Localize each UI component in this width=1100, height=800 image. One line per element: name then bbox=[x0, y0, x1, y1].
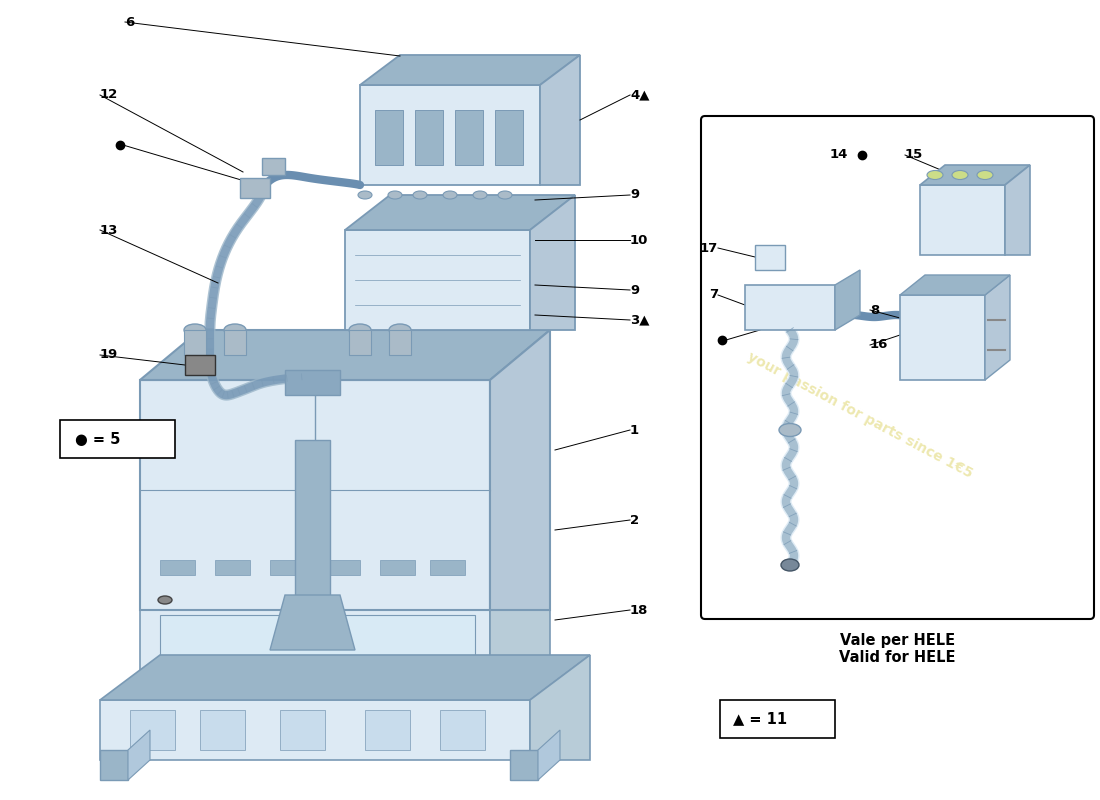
Polygon shape bbox=[379, 560, 415, 575]
Polygon shape bbox=[540, 55, 580, 185]
Polygon shape bbox=[100, 750, 128, 780]
Polygon shape bbox=[262, 158, 285, 175]
Polygon shape bbox=[160, 560, 195, 575]
Ellipse shape bbox=[952, 170, 968, 179]
Text: 12: 12 bbox=[100, 89, 119, 102]
Text: 18: 18 bbox=[630, 603, 648, 617]
Polygon shape bbox=[365, 710, 410, 750]
Text: 3▲: 3▲ bbox=[630, 314, 649, 326]
Text: 14: 14 bbox=[829, 149, 848, 162]
Polygon shape bbox=[280, 710, 324, 750]
Ellipse shape bbox=[388, 191, 401, 199]
Polygon shape bbox=[360, 55, 580, 85]
Polygon shape bbox=[140, 330, 550, 380]
Polygon shape bbox=[224, 330, 246, 355]
Ellipse shape bbox=[927, 170, 943, 179]
Ellipse shape bbox=[184, 324, 206, 336]
Text: 19: 19 bbox=[100, 349, 119, 362]
Text: 8: 8 bbox=[870, 303, 879, 317]
Ellipse shape bbox=[389, 324, 411, 336]
Polygon shape bbox=[1005, 165, 1030, 255]
Polygon shape bbox=[455, 110, 483, 165]
Polygon shape bbox=[430, 560, 465, 575]
Ellipse shape bbox=[349, 324, 371, 336]
Polygon shape bbox=[538, 730, 560, 780]
Bar bbox=[720, 700, 835, 738]
Polygon shape bbox=[100, 700, 530, 760]
Polygon shape bbox=[745, 285, 835, 330]
Polygon shape bbox=[285, 370, 340, 395]
Ellipse shape bbox=[781, 559, 799, 571]
Text: 13: 13 bbox=[100, 223, 119, 237]
Ellipse shape bbox=[158, 596, 172, 604]
Polygon shape bbox=[160, 615, 475, 695]
Polygon shape bbox=[360, 85, 540, 185]
Text: 9: 9 bbox=[630, 283, 639, 297]
Polygon shape bbox=[755, 245, 785, 270]
Text: ▲ = 11: ▲ = 11 bbox=[733, 711, 788, 726]
Ellipse shape bbox=[977, 170, 993, 179]
Text: 4▲: 4▲ bbox=[630, 89, 649, 102]
Polygon shape bbox=[984, 275, 1010, 380]
Text: your passion for parts since 1€5: your passion for parts since 1€5 bbox=[745, 350, 975, 481]
Ellipse shape bbox=[224, 324, 246, 336]
Polygon shape bbox=[530, 195, 575, 330]
Polygon shape bbox=[415, 110, 443, 165]
Ellipse shape bbox=[412, 191, 427, 199]
Polygon shape bbox=[140, 610, 490, 700]
Polygon shape bbox=[240, 178, 270, 198]
Polygon shape bbox=[345, 230, 530, 330]
Polygon shape bbox=[184, 330, 206, 355]
Text: 1: 1 bbox=[630, 423, 639, 437]
Text: 6: 6 bbox=[125, 15, 134, 29]
Text: your passion for parts since 1€5: your passion for parts since 1€5 bbox=[202, 411, 477, 569]
Text: 15: 15 bbox=[905, 149, 923, 162]
FancyBboxPatch shape bbox=[701, 116, 1094, 619]
Text: 10: 10 bbox=[630, 234, 648, 246]
Polygon shape bbox=[389, 330, 411, 355]
Text: 7: 7 bbox=[708, 289, 718, 302]
Text: ● = 5: ● = 5 bbox=[75, 431, 120, 446]
Polygon shape bbox=[100, 655, 590, 700]
Polygon shape bbox=[128, 730, 150, 780]
Ellipse shape bbox=[358, 191, 372, 199]
Polygon shape bbox=[140, 555, 550, 610]
Polygon shape bbox=[324, 560, 360, 575]
Text: 17: 17 bbox=[700, 242, 718, 254]
Text: 16: 16 bbox=[870, 338, 889, 351]
Polygon shape bbox=[270, 560, 305, 575]
Polygon shape bbox=[270, 595, 355, 650]
Polygon shape bbox=[510, 750, 538, 780]
Polygon shape bbox=[214, 560, 250, 575]
Polygon shape bbox=[375, 110, 403, 165]
Ellipse shape bbox=[443, 191, 456, 199]
Polygon shape bbox=[440, 710, 485, 750]
Ellipse shape bbox=[498, 191, 512, 199]
Polygon shape bbox=[490, 330, 550, 610]
Polygon shape bbox=[490, 555, 550, 700]
Polygon shape bbox=[530, 655, 590, 760]
Polygon shape bbox=[495, 110, 522, 165]
Polygon shape bbox=[130, 710, 175, 750]
Polygon shape bbox=[200, 710, 245, 750]
Text: 9: 9 bbox=[630, 189, 639, 202]
Polygon shape bbox=[345, 195, 575, 230]
Polygon shape bbox=[920, 165, 1030, 185]
Text: Vale per HELE
Valid for HELE: Vale per HELE Valid for HELE bbox=[839, 633, 956, 666]
Polygon shape bbox=[920, 185, 1005, 255]
Polygon shape bbox=[900, 275, 1010, 295]
Ellipse shape bbox=[473, 191, 487, 199]
Ellipse shape bbox=[779, 423, 801, 437]
Polygon shape bbox=[295, 440, 330, 610]
Text: 2: 2 bbox=[630, 514, 639, 526]
Polygon shape bbox=[900, 295, 984, 380]
Bar bbox=[60, 420, 175, 458]
Polygon shape bbox=[140, 380, 490, 610]
Polygon shape bbox=[835, 270, 860, 330]
Polygon shape bbox=[185, 355, 214, 375]
Polygon shape bbox=[349, 330, 371, 355]
